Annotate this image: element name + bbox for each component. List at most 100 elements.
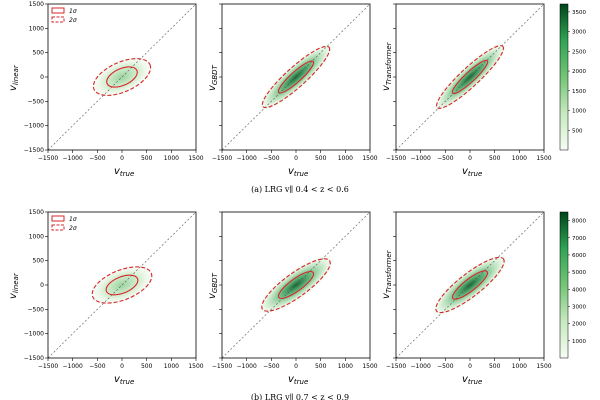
y-axis-label: vTransformer	[381, 41, 393, 91]
sigma1-ellipse	[277, 60, 315, 94]
sigma1-ellipse	[106, 66, 138, 88]
x-tick-label: −1000	[63, 155, 83, 162]
colorbar-tick-label: 3000	[572, 304, 586, 310]
x-tick-label: 1500	[362, 155, 377, 162]
figure-caption: (b) LRG v∥ 0.7 < z < 0.9	[251, 393, 349, 400]
colorbar-tick-label: 3000	[572, 30, 586, 36]
y-tick-label: −1500	[24, 147, 44, 154]
sigma2-ellipse	[92, 58, 152, 96]
legend-label: 1σ	[69, 216, 77, 223]
colorbar-tick-label: 6000	[572, 253, 586, 259]
panel-b-2: −1500 −1000 −500 0 500 1000 1500 vtrue vGBDT	[207, 211, 378, 386]
colorbar-tick-label: 2000	[572, 322, 586, 328]
colorbar-gradient	[559, 3, 569, 151]
x-tick-label: −1000	[63, 363, 83, 370]
y-tick-label: 0	[40, 282, 44, 289]
x-axis-label: vtrue	[288, 374, 308, 386]
colorbar: 8000 7000 6000 5000 4000 3000 2000 1000	[559, 211, 586, 359]
x-tick-label: 1000	[164, 363, 179, 370]
one-to-one-line	[47, 3, 197, 151]
x-tick-label: −1000	[237, 363, 257, 370]
x-tick-label: 0	[468, 363, 472, 370]
y-tick-label: −1500	[24, 355, 44, 362]
one-to-one-line	[395, 211, 545, 359]
colorbar-tick-label: 2500	[572, 49, 586, 55]
x-tick-label: −1000	[411, 155, 431, 162]
sigma2-ellipse	[436, 45, 504, 109]
colorbar-tick-label: 3500	[572, 10, 586, 16]
x-tick-label: 500	[315, 155, 327, 162]
y-tick-label: 500	[33, 258, 45, 265]
density-heatmap	[88, 54, 156, 100]
x-tick-label: 0	[294, 363, 298, 370]
x-tick-label: 1000	[338, 155, 353, 162]
x-tick-label: −500	[263, 363, 280, 370]
colorbar-tick-label: 1000	[572, 109, 586, 115]
y-axis-label: vGBDT	[207, 64, 219, 91]
y-tick-label: −1000	[24, 123, 44, 130]
x-axis-label: vtrue	[462, 374, 482, 386]
x-tick-label: −1500	[38, 155, 58, 162]
x-tick-label: 0	[294, 155, 298, 162]
colorbar-tick-label: 2000	[572, 69, 586, 75]
colorbar-tick-label: 500	[572, 128, 583, 134]
y-tick-label: 0	[40, 74, 44, 81]
x-tick-label: 1500	[188, 155, 203, 162]
y-tick-label: 500	[33, 50, 45, 57]
colorbar-tick-label: 8000	[572, 219, 586, 225]
x-axis-label: vtrue	[114, 374, 134, 386]
colorbar-tick-label: 1500	[572, 89, 586, 95]
x-tick-label: 1500	[536, 155, 551, 162]
sigma1-ellipse	[451, 59, 489, 95]
density-heatmap	[430, 252, 510, 318]
legend-swatch	[51, 16, 65, 23]
legend-swatch	[51, 7, 65, 14]
x-tick-label: −1500	[38, 363, 58, 370]
y-tick-label: −1000	[24, 331, 44, 338]
sigma1-ellipse	[105, 274, 139, 296]
sigma2-ellipse	[261, 258, 331, 312]
sigma2-ellipse	[261, 45, 331, 109]
colorbar-gradient	[559, 211, 569, 359]
figure-caption: (a) LRG v∥ 0.4 < z < 0.6	[251, 185, 349, 194]
y-tick-label: 1000	[29, 233, 44, 240]
density-heatmap	[87, 263, 157, 307]
panel-b-3: −1500 −1000 −500 0 500 1000 1500 vtrue vTransfor…	[381, 211, 552, 386]
density-heatmap	[431, 40, 509, 114]
panel-a-3: −1500 −1000 −500 0 500 1000 1500 vtrue vTransfor…	[381, 3, 552, 178]
x-tick-label: −500	[437, 155, 454, 162]
x-tick-label: −500	[89, 155, 106, 162]
x-tick-label: 1500	[536, 363, 551, 370]
x-tick-label: −1500	[386, 363, 406, 370]
y-tick-label: 1500	[29, 209, 44, 216]
one-to-one-line	[221, 211, 371, 359]
panel-b-1: −1500 −1000 −500 0 500 1000 1500 1500 1000 500 0 −5…	[8, 209, 204, 386]
x-tick-label: 500	[141, 155, 153, 162]
colorbar-tick-label: 7000	[572, 236, 586, 242]
y-axis-label: vTransformer	[381, 249, 393, 299]
x-tick-label: 1500	[188, 363, 203, 370]
y-tick-label: −500	[28, 98, 45, 105]
one-to-one-line	[395, 3, 545, 151]
x-tick-label: −1500	[386, 155, 406, 162]
panel-a-2: −1500 −1000 −500 0 500 1000 1500 vtrue vGBDT	[207, 3, 378, 178]
x-tick-label: 1500	[362, 363, 377, 370]
x-tick-label: 0	[120, 363, 124, 370]
colorbar-tick-label: 4000	[572, 287, 586, 293]
legend-swatch	[51, 224, 65, 231]
legend-swatch	[51, 215, 65, 222]
legend-label: 2σ	[69, 225, 77, 232]
density-heatmap	[256, 254, 336, 316]
x-tick-label: −1000	[237, 155, 257, 162]
x-tick-label: 1000	[164, 155, 179, 162]
colorbar: 3500 3000 2500 2000 1500 1000 500	[559, 3, 586, 151]
x-tick-label: −500	[263, 155, 280, 162]
legend-label: 2σ	[69, 17, 77, 24]
sigma1-ellipse	[451, 270, 489, 300]
sigma2-ellipse	[435, 256, 505, 314]
colorbar-tick-label: 5000	[572, 270, 586, 276]
panel-a-1: −1500 −1000 −500 0 500 1000 1500 1500 1000 500 0 −5…	[8, 1, 204, 178]
